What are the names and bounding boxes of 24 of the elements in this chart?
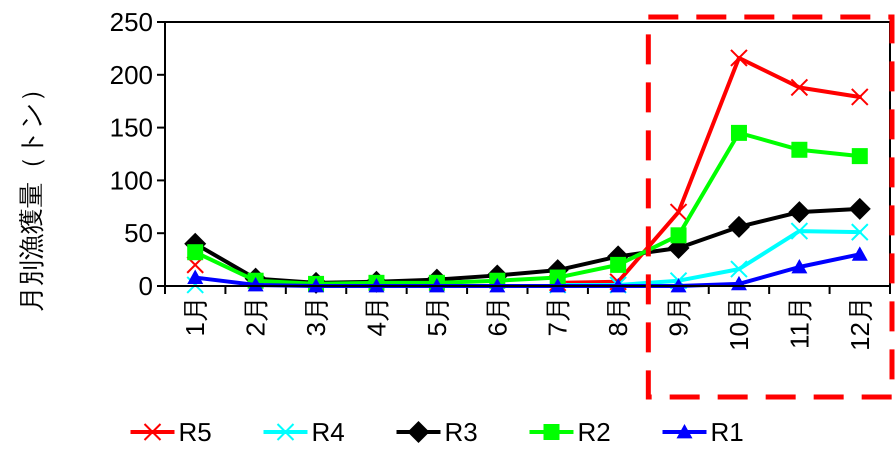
- legend-label: R5: [178, 417, 212, 447]
- y-tick-label: 200: [110, 60, 153, 90]
- x-tick-label: 11月: [784, 296, 814, 349]
- y-tick-label: 250: [110, 7, 153, 37]
- y-axis-title: 月別漁獲量（トン）: [16, 76, 46, 312]
- x-tick-label: 12月: [844, 296, 875, 351]
- x-tick-label: 5月: [422, 296, 452, 336]
- y-tick-label: 0: [138, 271, 153, 301]
- x-tick-label: 8月: [603, 296, 634, 336]
- legend-label: R2: [578, 417, 611, 447]
- x-tick-label: 6月: [482, 296, 512, 336]
- y-tick-label: 50: [124, 218, 153, 248]
- x-tick-label: 2月: [240, 296, 271, 336]
- legend-label: R4: [312, 417, 345, 447]
- legend-label: R1: [710, 417, 744, 447]
- x-tick-label: 4月: [361, 296, 392, 336]
- x-tick-label: 7月: [542, 296, 573, 336]
- legend-label: R3: [444, 417, 478, 447]
- x-tick-label: 9月: [664, 296, 694, 336]
- x-tick-label: 3月: [301, 296, 332, 336]
- x-tick-label: 10月: [724, 296, 754, 351]
- x-tick-label: 1月: [180, 296, 210, 336]
- y-tick-label: 100: [110, 165, 153, 196]
- y-tick-label: 150: [110, 112, 153, 143]
